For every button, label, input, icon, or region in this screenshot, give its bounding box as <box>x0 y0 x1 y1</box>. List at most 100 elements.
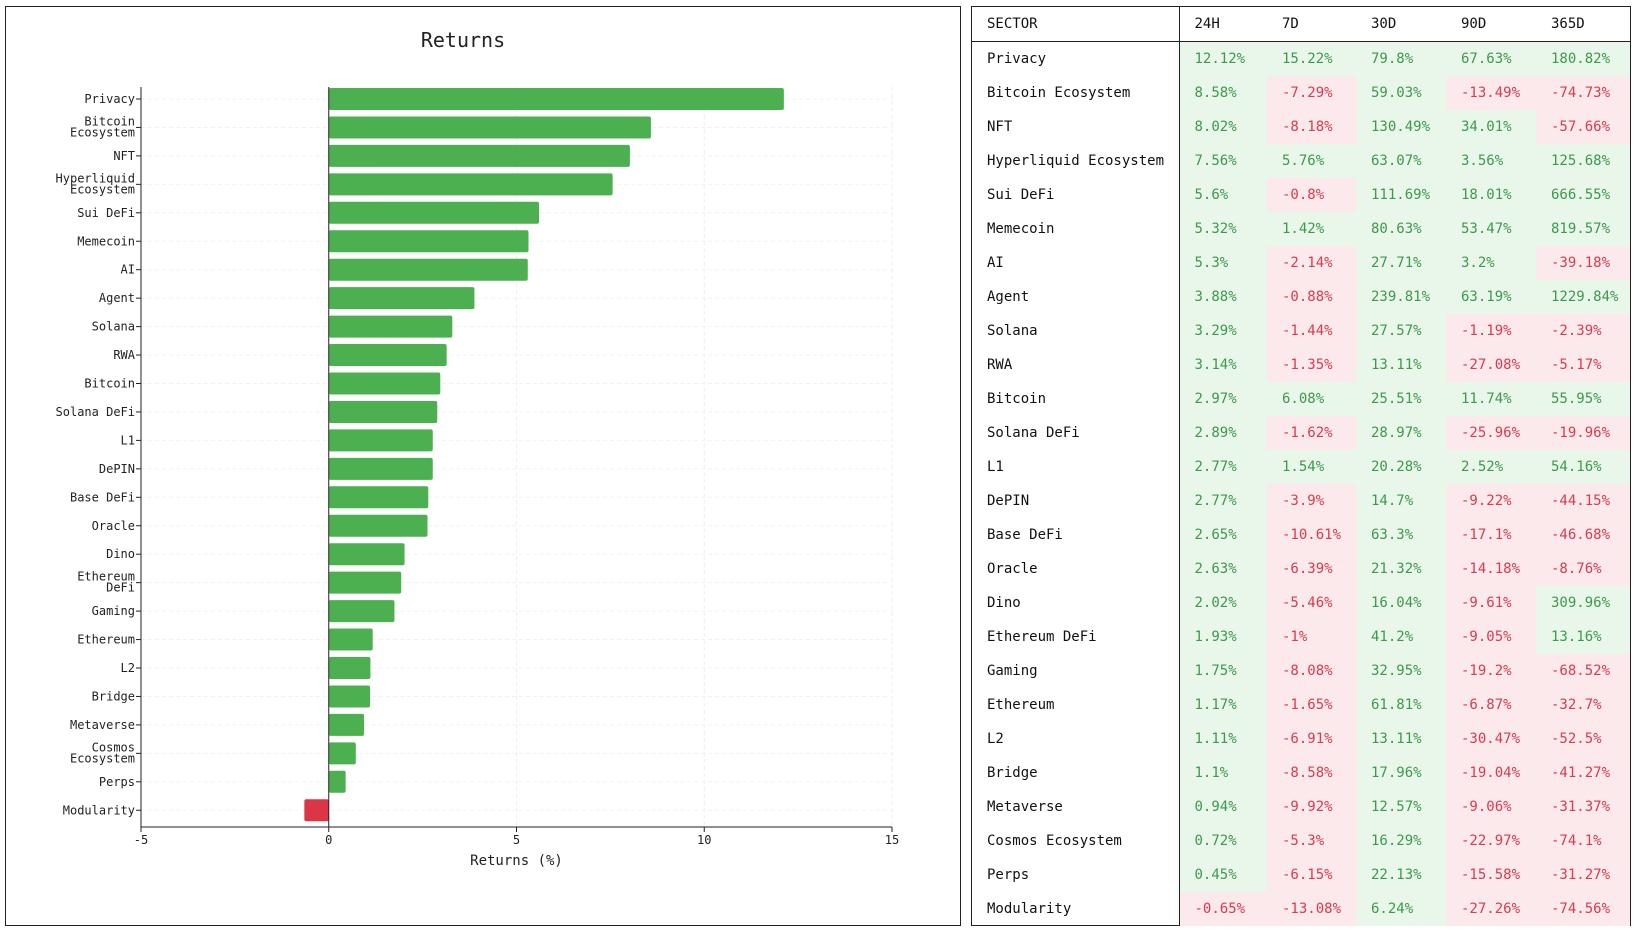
return-cell: 27.57% <box>1356 314 1446 348</box>
return-cell: -52.5% <box>1536 722 1630 756</box>
return-cell: 3.2% <box>1446 246 1536 280</box>
return-cell: -5.17% <box>1536 348 1630 382</box>
return-cell: 180.82% <box>1536 41 1630 76</box>
bar <box>328 372 441 395</box>
return-cell: 125.68% <box>1536 144 1630 178</box>
return-cell: -14.18% <box>1446 552 1536 586</box>
sector-cell: Memecoin <box>972 212 1180 246</box>
sector-cell: DePIN <box>972 484 1180 518</box>
y-tick-label: L2 <box>121 661 135 675</box>
return-cell: -31.37% <box>1536 790 1630 824</box>
return-cell: 0.94% <box>1179 790 1267 824</box>
return-cell: 111.69% <box>1356 178 1446 212</box>
sector-cell: AI <box>972 246 1180 280</box>
return-cell: -6.39% <box>1267 552 1356 586</box>
return-cell: -9.05% <box>1446 620 1536 654</box>
return-cell: 12.57% <box>1356 790 1446 824</box>
return-cell: 2.02% <box>1179 586 1267 620</box>
return-cell: 25.51% <box>1356 382 1446 416</box>
return-cell: 34.01% <box>1446 110 1536 144</box>
return-cell: -1.19% <box>1446 314 1536 348</box>
return-cell: -15.58% <box>1446 858 1536 892</box>
return-cell: -39.18% <box>1536 246 1630 280</box>
return-cell: 2.63% <box>1179 552 1267 586</box>
sector-cell: Solana <box>972 314 1180 348</box>
bar <box>328 201 540 224</box>
table-row: Ethereum DeFi 1.93% -1% 41.2% -9.05% 13.16% <box>972 620 1630 654</box>
return-cell: 5.3% <box>1179 246 1267 280</box>
y-tick-label: Solana <box>92 320 135 334</box>
y-tick-label: Sui DeFi <box>77 206 135 220</box>
sector-cell: Ethereum <box>972 688 1180 722</box>
return-cell: 2.89% <box>1179 416 1267 450</box>
y-tick-label: Dino <box>106 547 135 561</box>
return-cell: -0.8% <box>1267 178 1356 212</box>
return-cell: -7.29% <box>1267 76 1356 110</box>
return-cell: 55.95% <box>1536 382 1630 416</box>
y-tick-label: Memecoin <box>77 234 135 248</box>
return-cell: -1% <box>1267 620 1356 654</box>
sector-cell: Gaming <box>972 654 1180 688</box>
return-cell: -74.73% <box>1536 76 1630 110</box>
return-cell: -6.15% <box>1267 858 1356 892</box>
chart-title: Returns <box>421 28 505 52</box>
return-cell: 5.32% <box>1179 212 1267 246</box>
x-tick-label: 5 <box>513 833 520 847</box>
table-header-row: SECTOR 24H 7D 30D 90D 365D <box>972 7 1630 42</box>
y-tick-label: Gaming <box>92 604 135 618</box>
bar <box>328 514 428 537</box>
table-row: Bitcoin Ecosystem 8.58% -7.29% 59.03% -13.49… <box>972 76 1630 110</box>
return-cell: 63.07% <box>1356 144 1446 178</box>
return-cell: 0.45% <box>1179 858 1267 892</box>
bar <box>328 116 651 139</box>
returns-chart-panel: Returns -5 0 5 10 15 Returns (%) Privacy Bitcoin… <box>5 6 961 926</box>
sector-cell: RWA <box>972 348 1180 382</box>
return-cell: -9.61% <box>1446 586 1536 620</box>
return-cell: 666.55% <box>1536 178 1630 212</box>
bar <box>328 600 395 623</box>
return-cell: -9.06% <box>1446 790 1536 824</box>
return-cell: 5.6% <box>1179 178 1267 212</box>
return-cell: 309.96% <box>1536 586 1630 620</box>
y-tick-label: Oracle <box>92 519 135 533</box>
return-cell: -2.39% <box>1536 314 1630 348</box>
y-tick-label: AI <box>121 263 135 277</box>
table-row: AI 5.3% -2.14% 27.71% 3.2% -39.18% <box>972 246 1630 280</box>
return-cell: 3.56% <box>1446 144 1536 178</box>
sector-cell: Ethereum DeFi <box>972 620 1180 654</box>
return-cell: 2.77% <box>1179 484 1267 518</box>
return-cell: 28.97% <box>1356 416 1446 450</box>
returns-table-panel: SECTOR 24H 7D 30D 90D 365D Privacy 12.12%… <box>971 6 1631 926</box>
table-row: Sui DeFi 5.6% -0.8% 111.69% 18.01% 666.55% <box>972 178 1630 212</box>
sector-cell: Dino <box>972 586 1180 620</box>
return-cell: -13.08% <box>1267 892 1356 926</box>
col-header-365d: 365D <box>1536 7 1630 42</box>
return-cell: 0.72% <box>1179 824 1267 858</box>
bar <box>328 657 371 679</box>
return-cell: 63.19% <box>1446 280 1536 314</box>
table-row: Solana 3.29% -1.44% 27.57% -1.19% -2.39% <box>972 314 1630 348</box>
return-cell: 1229.84% <box>1536 280 1630 314</box>
returns-table: SECTOR 24H 7D 30D 90D 365D Privacy 12.12%… <box>972 7 1630 926</box>
return-cell: -6.87% <box>1446 688 1536 722</box>
return-cell: 1.42% <box>1267 212 1356 246</box>
bar <box>328 486 429 509</box>
y-tick-label: Solana DeFi <box>56 405 135 419</box>
col-header-sector: SECTOR <box>972 7 1180 42</box>
return-cell: 1.1% <box>1179 756 1267 790</box>
return-cell: -68.52% <box>1536 654 1630 688</box>
sector-cell: Perps <box>972 858 1180 892</box>
return-cell: 20.28% <box>1356 450 1446 484</box>
y-tick-label: L1 <box>121 433 135 447</box>
sector-cell: Oracle <box>972 552 1180 586</box>
bar <box>328 344 447 367</box>
table-row: Solana DeFi 2.89% -1.62% 28.97% -25.96% -19.9… <box>972 416 1630 450</box>
bar <box>328 400 438 423</box>
return-cell: -19.96% <box>1536 416 1630 450</box>
return-cell: -1.44% <box>1267 314 1356 348</box>
bar <box>328 315 453 338</box>
sector-cell: Metaverse <box>972 790 1180 824</box>
sector-cell: Hyperliquid Ecosystem <box>972 144 1180 178</box>
return-cell: 59.03% <box>1356 76 1446 110</box>
y-tick-label: Agent <box>99 291 135 305</box>
